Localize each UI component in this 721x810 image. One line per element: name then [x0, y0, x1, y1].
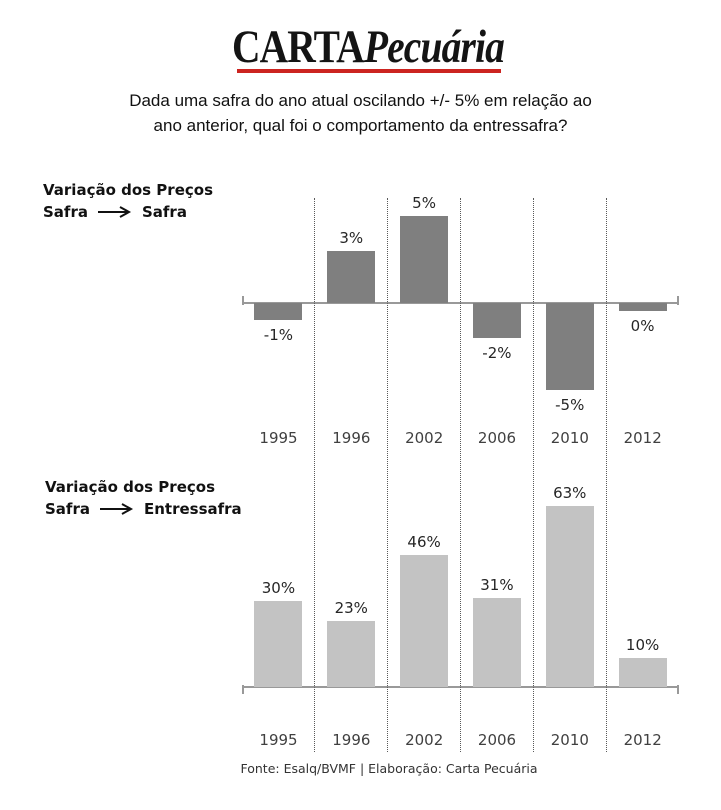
x-axis-label: 2010: [550, 731, 589, 749]
bar-value-label: 23%: [334, 598, 368, 617]
bar-1995: [254, 600, 303, 687]
category-separator-line: [387, 198, 389, 752]
bar-value-label: -2%: [482, 343, 512, 362]
bar-2010: [545, 506, 594, 687]
bar-value-label: 10%: [625, 636, 660, 655]
x-axis-label: 1996: [332, 429, 371, 447]
bar-value-label: 5%: [412, 194, 436, 212]
logo-pecuaria-text: Pecuária: [363, 21, 505, 73]
section-label-1-line-2: Safra Safra: [43, 201, 213, 223]
bar-2002: [400, 216, 449, 303]
x-axis-label: 2002: [405, 731, 444, 749]
bar-value-label: 46%: [407, 532, 441, 551]
label-2-from: Safra: [45, 500, 90, 518]
logo-carta-text: CARTA: [231, 21, 365, 73]
bar-2012: [618, 303, 667, 311]
section-label-safra-safra: Variação dos Preços Safra Safra: [43, 179, 213, 223]
question-line-2: ano anterior, qual foi o comportamento d…: [153, 116, 568, 135]
bar-2002: [400, 554, 449, 687]
x-axis-label: 2006: [477, 429, 517, 447]
bar-value-label: 31%: [480, 576, 514, 595]
bar-1996: [327, 620, 376, 687]
section-label-1-line-1: Variação dos Preços: [43, 181, 213, 199]
x-axis-label: 2012: [623, 429, 662, 447]
bar-1996: [327, 250, 376, 303]
x-axis-label: 1995: [259, 731, 298, 749]
question-line-1: Dada uma safra do ano atual oscilando +/…: [129, 91, 592, 110]
category-separator-line: [314, 198, 316, 752]
bar-value-label: 63%: [553, 484, 587, 503]
bar-2010: [545, 303, 594, 390]
category-separator-line: [460, 198, 461, 752]
x-axis-label: 2010: [550, 429, 589, 447]
section-label-2-line-2: Safra Entressafra: [45, 498, 242, 520]
bar-2006: [472, 598, 521, 687]
logo-underline: [237, 69, 501, 73]
right-arrow-icon: [99, 503, 134, 515]
bar-value-label: -5%: [555, 396, 585, 414]
question-text: Dada uma safra do ano atual oscilando +/…: [0, 88, 721, 138]
x-axis-label: 2002: [405, 429, 444, 447]
label-2-to: Entressafra: [143, 500, 242, 518]
section-label-2-line-1: Variação dos Preços: [45, 478, 215, 496]
right-arrow-icon: [97, 206, 132, 218]
bar-2006: [472, 303, 521, 338]
section-label-safra-entressafra: Variação dos Preços Safra Entressafra: [45, 476, 242, 520]
logo: CARTAPecuária: [231, 21, 505, 73]
footer-source: Fonte: Esalq/BVMF | Elaboração: Carta Pe…: [240, 761, 538, 776]
bar-value-label: 0%: [630, 317, 655, 335]
label-1-to: Safra: [141, 203, 187, 221]
category-separator-line: [605, 198, 607, 752]
bar-1995: [254, 303, 303, 321]
x-axis-label: 2006: [477, 731, 517, 749]
x-axis-label: 1996: [332, 731, 371, 749]
bar-value-label: -1%: [263, 326, 294, 345]
x-axis-label: 1995: [259, 429, 298, 447]
bar-2012: [618, 658, 667, 687]
x-axis-label: 2012: [623, 731, 662, 749]
category-separator-line: [532, 198, 534, 752]
bar-value-label: 30%: [261, 578, 296, 597]
label-1-from: Safra: [43, 203, 88, 221]
bar-value-label: 3%: [339, 228, 364, 247]
